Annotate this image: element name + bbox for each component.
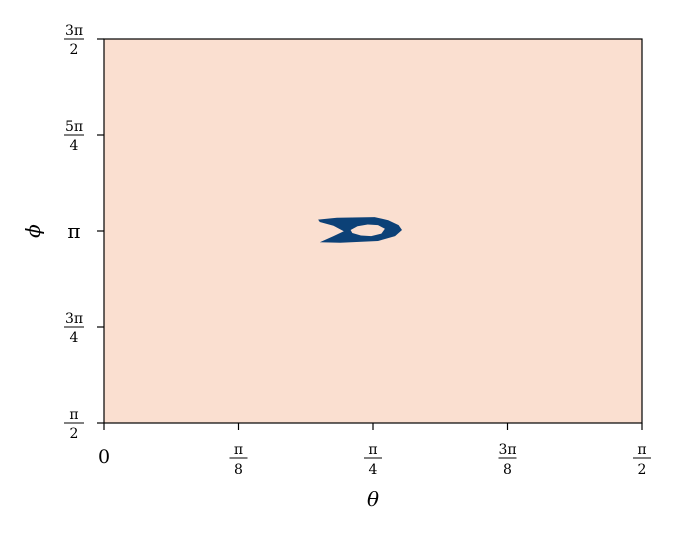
x-tick-label-numerator: π (637, 442, 646, 458)
x-tick-label-denominator: 8 (234, 462, 243, 478)
x-axis-ticks: 0 π 8 π 4 3π 8 π 2 (98, 423, 651, 478)
heatmap-region (318, 217, 402, 243)
y-tick-label-numerator: π (69, 407, 78, 423)
x-axis-label: θ (367, 487, 379, 511)
x-tick-label-denominator: 8 (503, 462, 512, 478)
y-tick-label-numerator: 3π (65, 23, 83, 39)
axes-group: 0 π 8 π 4 3π 8 π 2 π 2 3π 4 π 5π 4 3π 2 θ ϕ (21, 23, 651, 511)
y-tick-label-denominator: 2 (70, 42, 79, 58)
x-tick-label-numerator: π (234, 442, 243, 458)
y-tick-label-denominator: 2 (70, 426, 79, 442)
x-tick-label-denominator: 2 (638, 462, 647, 478)
x-tick-label-numerator: π (368, 442, 377, 458)
y-tick-label-denominator: 4 (70, 330, 79, 346)
y-axis-label: ϕ (21, 224, 45, 238)
y-axis-ticks: π 2 3π 4 π 5π 4 3π 2 (64, 23, 104, 442)
y-tick-label-numerator: 3π (65, 311, 83, 327)
x-tick-label-numerator: 3π (498, 442, 516, 458)
heatmap-background (104, 39, 642, 423)
y-tick-label-denominator: 4 (70, 138, 79, 154)
x-tick-label-denominator: 4 (369, 462, 378, 478)
x-tick-label: 0 (98, 446, 110, 468)
y-tick-label-numerator: 5π (65, 119, 83, 135)
y-tick-label: π (67, 219, 80, 243)
